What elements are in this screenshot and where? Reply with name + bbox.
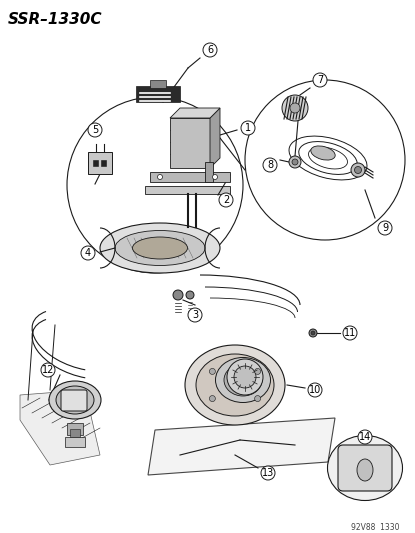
- Circle shape: [88, 123, 102, 137]
- Circle shape: [219, 193, 233, 207]
- Circle shape: [203, 43, 217, 57]
- Circle shape: [309, 329, 317, 337]
- Circle shape: [255, 368, 261, 374]
- Circle shape: [358, 430, 372, 444]
- Ellipse shape: [311, 146, 335, 160]
- Circle shape: [210, 368, 215, 374]
- Circle shape: [186, 291, 194, 299]
- Bar: [205, 162, 213, 182]
- Ellipse shape: [132, 237, 188, 259]
- FancyBboxPatch shape: [61, 390, 87, 411]
- Circle shape: [351, 163, 365, 177]
- Circle shape: [261, 466, 275, 480]
- Circle shape: [263, 158, 277, 172]
- Circle shape: [212, 174, 217, 180]
- Ellipse shape: [327, 435, 403, 500]
- Bar: [145, 186, 230, 194]
- Text: 9: 9: [382, 223, 388, 233]
- Text: 12: 12: [42, 365, 54, 375]
- Text: 10: 10: [309, 385, 321, 395]
- Text: 11: 11: [344, 328, 356, 338]
- Polygon shape: [170, 118, 210, 168]
- Circle shape: [188, 308, 202, 322]
- FancyBboxPatch shape: [338, 445, 392, 491]
- Polygon shape: [210, 108, 220, 168]
- Circle shape: [81, 246, 95, 260]
- Text: 2: 2: [223, 195, 229, 205]
- Circle shape: [173, 290, 183, 300]
- Circle shape: [378, 221, 392, 235]
- Text: 8: 8: [267, 160, 273, 170]
- Polygon shape: [148, 418, 335, 475]
- Bar: [88, 152, 112, 174]
- Bar: [65, 437, 85, 447]
- Circle shape: [343, 326, 357, 340]
- Circle shape: [255, 395, 261, 401]
- Circle shape: [41, 363, 55, 377]
- Circle shape: [227, 359, 263, 395]
- Circle shape: [289, 156, 301, 168]
- Bar: [150, 80, 166, 88]
- Bar: [93, 160, 98, 166]
- Text: 7: 7: [317, 75, 323, 85]
- Circle shape: [311, 331, 315, 335]
- Circle shape: [292, 159, 298, 165]
- Ellipse shape: [100, 223, 220, 273]
- Circle shape: [354, 166, 361, 174]
- Text: 5: 5: [92, 125, 98, 135]
- Circle shape: [210, 395, 215, 401]
- Ellipse shape: [56, 386, 94, 414]
- Text: 1: 1: [245, 123, 251, 133]
- Ellipse shape: [115, 230, 205, 265]
- Ellipse shape: [215, 358, 271, 402]
- Circle shape: [158, 174, 163, 180]
- Circle shape: [290, 103, 300, 113]
- Circle shape: [241, 121, 255, 135]
- Circle shape: [282, 95, 308, 121]
- Text: 6: 6: [207, 45, 213, 55]
- Text: SSR–1330C: SSR–1330C: [8, 12, 103, 27]
- Text: 14: 14: [359, 432, 371, 442]
- Circle shape: [234, 366, 256, 388]
- Text: 4: 4: [85, 248, 91, 258]
- Bar: [101, 160, 106, 166]
- Bar: [210, 388, 220, 400]
- Bar: [136, 86, 180, 102]
- Circle shape: [313, 73, 327, 87]
- Bar: [67, 423, 83, 435]
- Circle shape: [308, 383, 322, 397]
- Ellipse shape: [196, 354, 274, 416]
- Ellipse shape: [49, 381, 101, 419]
- Polygon shape: [170, 108, 220, 118]
- Ellipse shape: [185, 345, 285, 425]
- Text: 13: 13: [262, 468, 274, 478]
- Polygon shape: [20, 390, 100, 465]
- Text: 92V88  1330: 92V88 1330: [351, 522, 399, 531]
- Ellipse shape: [357, 459, 373, 481]
- Bar: [70, 429, 80, 437]
- Ellipse shape: [224, 364, 262, 396]
- Bar: [150, 172, 230, 182]
- Text: 3: 3: [192, 310, 198, 320]
